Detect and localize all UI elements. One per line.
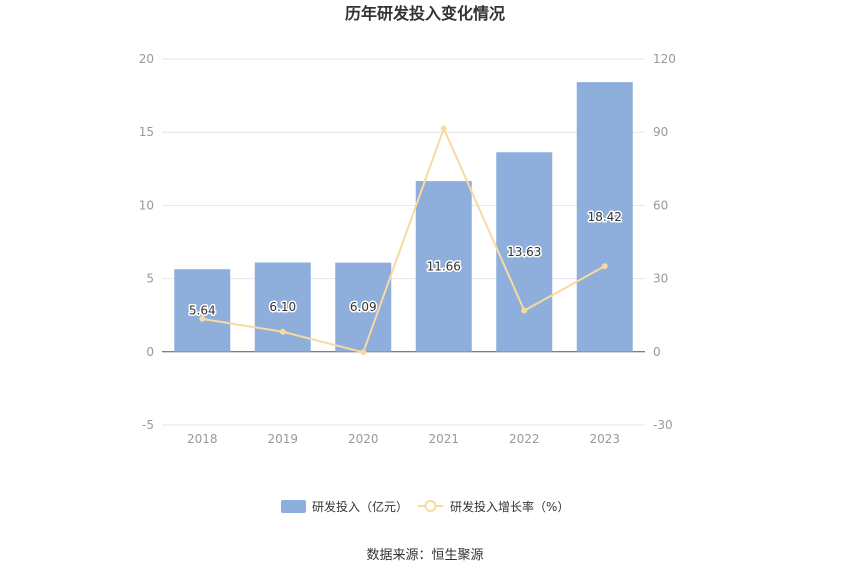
left-axis-ticks: -5 0 5 10 15 20: [139, 52, 154, 432]
x-tick-label: 2020: [348, 432, 379, 446]
bar-value-label: 6.09: [350, 300, 377, 314]
x-tick-label: 2019: [267, 432, 298, 446]
growth-line: [202, 125, 606, 354]
x-tick-label: 2018: [187, 432, 218, 446]
bar-value-label: 5.64: [189, 304, 216, 318]
left-tick-label: 10: [139, 198, 154, 212]
bar-value-label: 6.10: [269, 300, 296, 314]
right-tick-label: 60: [653, 198, 668, 212]
bar: [576, 82, 633, 352]
legend-line-marker: [424, 500, 437, 512]
legend-bar-label: 研发投入（亿元）: [312, 499, 408, 514]
x-tick-label: 2021: [428, 432, 459, 446]
right-tick-label: 30: [653, 272, 668, 286]
grid-lines: [162, 58, 645, 426]
growth-point: [601, 263, 608, 270]
right-tick-label: 0: [653, 345, 661, 359]
left-tick-label: 0: [146, 345, 154, 359]
bar: [174, 269, 231, 352]
chart-title: 历年研发投入变化情况: [345, 4, 505, 23]
left-tick-label: -5: [142, 418, 154, 432]
source-note: 数据来源：恒生聚源: [366, 548, 483, 563]
bar: [496, 152, 553, 352]
right-tick-label: 120: [653, 52, 676, 66]
growth-point: [440, 125, 447, 132]
right-tick-label: 90: [653, 125, 668, 139]
growth-point: [199, 315, 206, 322]
legend[interactable]: 研发投入（亿元） 研发投入增长率（%）: [281, 499, 569, 514]
bar-value-labels: 5.64 6.10 6.09 11.66 13.63 18.42: [187, 208, 623, 319]
legend-bar-swatch: [281, 500, 306, 513]
x-tick-label: 2023: [589, 432, 620, 446]
legend-item-line[interactable]: 研发投入增长率（%）: [418, 499, 569, 514]
bar-value-label: 18.42: [588, 210, 622, 224]
bar-value-label: 11.66: [427, 259, 461, 273]
right-axis-ticks: -30 0 30 60 90 120: [653, 52, 676, 432]
left-tick-label: 15: [139, 125, 154, 139]
bar: [415, 181, 472, 352]
line-series: [199, 125, 608, 356]
legend-item-bar[interactable]: 研发投入（亿元）: [281, 499, 408, 514]
legend-line-label: 研发投入增长率（%）: [450, 499, 569, 514]
bar: [335, 262, 392, 352]
x-axis-ticks: 2018 2019 2020 2021 2022 2023: [187, 432, 620, 446]
left-tick-label: 5: [146, 272, 154, 286]
growth-point: [521, 307, 528, 314]
left-tick-label: 20: [139, 52, 154, 66]
x-tick-label: 2022: [509, 432, 540, 446]
bar-value-label: 13.63: [507, 245, 541, 259]
growth-point: [279, 328, 286, 335]
right-tick-label: -30: [653, 418, 673, 432]
bar-series: [174, 82, 633, 352]
growth-point: [360, 349, 367, 356]
